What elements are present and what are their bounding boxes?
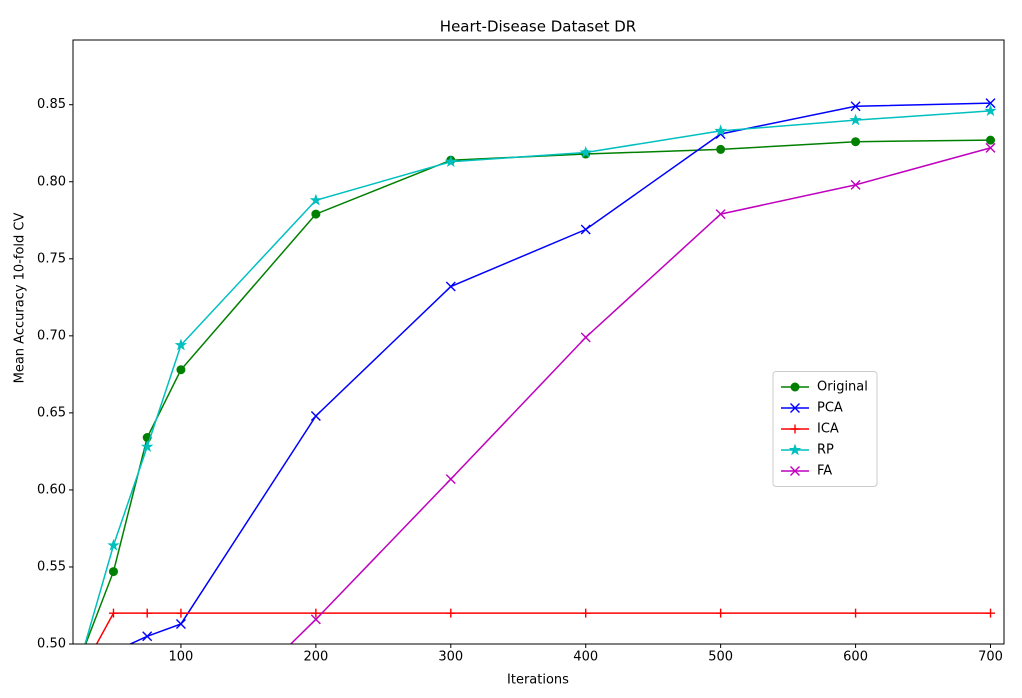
legend-label: FA — [817, 464, 832, 479]
marker — [174, 338, 188, 351]
marker — [309, 193, 323, 206]
marker — [142, 608, 152, 618]
marker — [714, 124, 727, 137]
x-tick-label: 200 — [303, 650, 328, 665]
x-tick-label: 400 — [573, 650, 598, 665]
marker — [851, 608, 861, 618]
plot-frame — [72, 39, 1005, 645]
marker — [140, 440, 154, 453]
marker — [790, 403, 800, 413]
marker — [790, 466, 800, 476]
marker — [580, 332, 591, 343]
marker — [579, 145, 592, 158]
x-tick-label: 700 — [978, 650, 1003, 665]
marker — [986, 135, 996, 145]
legend-box — [772, 371, 878, 487]
x-tick-label: 500 — [708, 650, 733, 665]
x-tick-label: 100 — [169, 650, 194, 665]
legend-label: ICA — [817, 422, 839, 437]
marker — [986, 608, 996, 618]
marker — [176, 608, 186, 618]
legend-label: RP — [817, 443, 834, 458]
marker — [311, 209, 321, 219]
series-line — [128, 102, 991, 644]
marker — [76, 655, 84, 663]
marker — [175, 618, 186, 629]
marker — [444, 155, 458, 168]
marker — [108, 608, 118, 618]
marker — [790, 424, 800, 434]
marker — [581, 608, 591, 618]
x-tick-label: 300 — [438, 650, 463, 665]
marker — [715, 209, 726, 220]
legend: Original PCA ICA RP FA — [772, 371, 878, 487]
y-tick-label: 0.60 — [37, 482, 66, 497]
series-line — [84, 110, 991, 644]
marker — [310, 410, 321, 421]
marker — [310, 614, 321, 625]
marker — [142, 631, 153, 642]
marker — [849, 113, 862, 126]
marker — [109, 647, 118, 656]
y-tick-label: 0.55 — [37, 559, 66, 574]
marker — [850, 179, 861, 190]
y-tick-label: 0.65 — [37, 405, 66, 420]
marker — [445, 474, 456, 485]
marker — [108, 567, 118, 577]
marker — [716, 144, 726, 154]
series-line — [95, 612, 991, 644]
series-line — [84, 139, 991, 644]
marker — [788, 443, 802, 456]
marker — [445, 281, 456, 292]
marker — [985, 98, 996, 109]
chart-title: Heart-Disease Dataset DR — [440, 18, 636, 36]
marker — [851, 137, 861, 147]
y-tick-label: 0.75 — [37, 251, 66, 266]
x-tick-label: 600 — [843, 650, 868, 665]
marker — [75, 670, 84, 679]
marker — [580, 224, 591, 235]
marker — [984, 104, 997, 117]
marker — [716, 608, 726, 618]
legend-label: Original — [817, 380, 868, 395]
marker — [176, 365, 186, 375]
marker — [446, 608, 456, 618]
y-tick-label: 0.50 — [37, 637, 66, 652]
marker — [75, 670, 84, 679]
y-tick-label: 0.80 — [37, 174, 66, 189]
marker — [75, 657, 85, 666]
y-tick-label: 0.70 — [37, 328, 66, 343]
marker — [790, 382, 800, 392]
marker — [107, 538, 120, 551]
plot-area — [75, 98, 997, 679]
y-tick-label: 0.85 — [37, 97, 66, 112]
y-axis-label: Mean Accuracy 10-fold CV — [13, 213, 28, 384]
marker — [850, 101, 861, 112]
marker — [985, 142, 996, 153]
marker — [311, 608, 321, 618]
legend-label: PCA — [817, 401, 843, 416]
x-axis-label: Iterations — [507, 673, 569, 688]
